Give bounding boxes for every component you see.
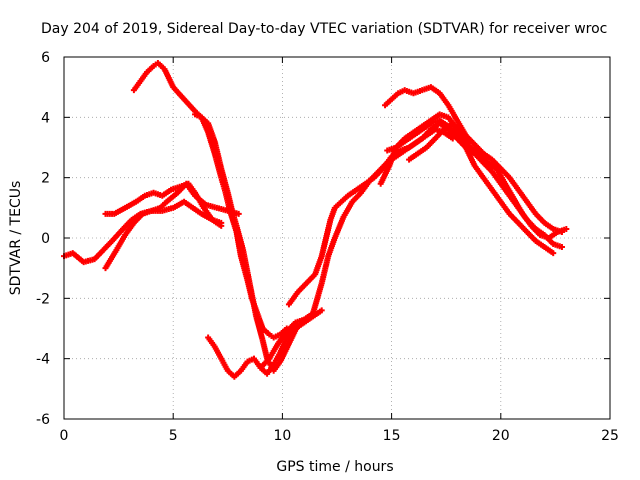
- series-arc-1: [61, 198, 225, 266]
- series-arc-7: [285, 126, 456, 308]
- data-point: [235, 210, 242, 217]
- series-arc-10: [382, 84, 565, 235]
- data-point: [558, 244, 565, 251]
- y-tick-label: -2: [36, 291, 50, 307]
- series-arc-4: [130, 60, 290, 341]
- data-point: [563, 225, 570, 232]
- x-tick-label: 10: [273, 428, 291, 444]
- y-tick-label: 4: [41, 110, 50, 126]
- x-tick-label: 0: [60, 428, 69, 444]
- y-tick-label: 0: [41, 231, 50, 247]
- y-tick-label: -4: [36, 352, 50, 368]
- series-arc-11: [384, 117, 557, 257]
- series-arc-6: [205, 307, 325, 380]
- x-tick-label: 20: [492, 428, 510, 444]
- axis-ticks: 0 5 10 15 20 25 -6 -4 -2 0 2 4 6: [36, 50, 619, 444]
- x-tick-label: 15: [383, 428, 401, 444]
- y-tick-label: 6: [41, 50, 50, 66]
- y-axis-label: SDTVAR / TECUs: [8, 181, 24, 296]
- data-point: [318, 307, 325, 314]
- x-axis-label: GPS time / hours: [276, 459, 393, 475]
- data-point: [218, 219, 225, 226]
- series-arc-8: [257, 120, 487, 371]
- data-point: [550, 250, 557, 257]
- data-series: [61, 60, 570, 380]
- y-tick-label: 2: [41, 171, 50, 187]
- x-tick-label: 5: [169, 428, 178, 444]
- chart-title: Day 204 of 2019, Sidereal Day-to-day VTE…: [41, 21, 607, 37]
- x-tick-label: 25: [601, 428, 619, 444]
- series-arc-12: [406, 120, 570, 241]
- series-arc-3: [102, 180, 225, 226]
- y-tick-label: -6: [36, 412, 50, 428]
